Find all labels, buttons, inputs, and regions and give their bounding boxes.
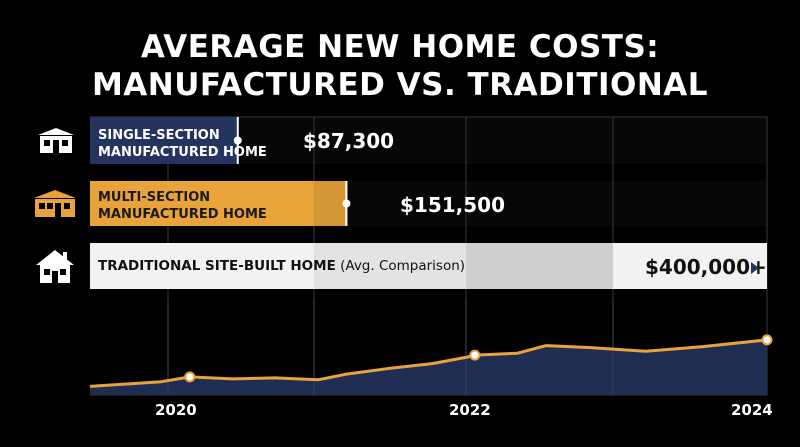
chart-title-line-2: MANUFACTURED VS. TRADITIONAL (91, 67, 709, 103)
value-label-traditional: $400,000+ (645, 255, 767, 279)
chart-title-line-1: AVERAGE NEW HOME COSTS: (140, 29, 660, 65)
bar-end-dot-0 (233, 136, 242, 145)
trend-point-0 (184, 371, 196, 383)
bar-label-single-section: SINGLE-SECTION MANUFACTURED HOME (98, 127, 267, 161)
bar-label-traditional: TRADITIONAL SITE-BUILT HOME (Avg. Compar… (98, 258, 465, 275)
bar-multi-section (90, 181, 347, 226)
bar-label-traditional-suffix: (Avg. Comparison) (335, 258, 466, 274)
bar-label-single-line-1: SINGLE-SECTION (98, 128, 220, 143)
x-tick-label-2024: 2024 (731, 401, 773, 419)
bar-traditional-shade-1 (314, 243, 466, 289)
x-tick-label-2020: 2020 (155, 401, 197, 419)
trend-point-1 (469, 349, 481, 361)
traditional-house-icon (36, 250, 74, 283)
bar-label-traditional-main: TRADITIONAL SITE-BUILT HOME (98, 258, 336, 274)
bar-label-single-line-2: MANUFACTURED HOME (98, 145, 267, 160)
x-tick-label-2022: 2022 (449, 401, 491, 419)
bar-traditional-shade-2 (466, 243, 613, 289)
trend-point-2 (761, 334, 773, 346)
bar-end-dot-1 (342, 199, 351, 208)
bar-label-multi-line-1: MULTI-SECTION (98, 190, 211, 205)
single-section-home-icon (38, 128, 74, 153)
trend-line (89, 338, 768, 388)
bar-traditional (90, 243, 767, 289)
bar-label-multi-line-2: MANUFACTURED HOME (98, 207, 267, 222)
trend-area (90, 339, 767, 395)
value-label-multi-section: $151,500 (400, 193, 506, 217)
bar-single-section (90, 117, 238, 164)
chart-title: AVERAGE NEW HOME COSTS: MANUFACTURED VS.… (0, 28, 800, 104)
bar-label-multi-section: MULTI-SECTION MANUFACTURED HOME (98, 189, 267, 223)
arrow-right-icon (751, 262, 759, 274)
multi-section-home-icon (34, 190, 76, 217)
bar-multi-shade (314, 181, 347, 226)
value-label-single-section: $87,300 (303, 129, 395, 153)
